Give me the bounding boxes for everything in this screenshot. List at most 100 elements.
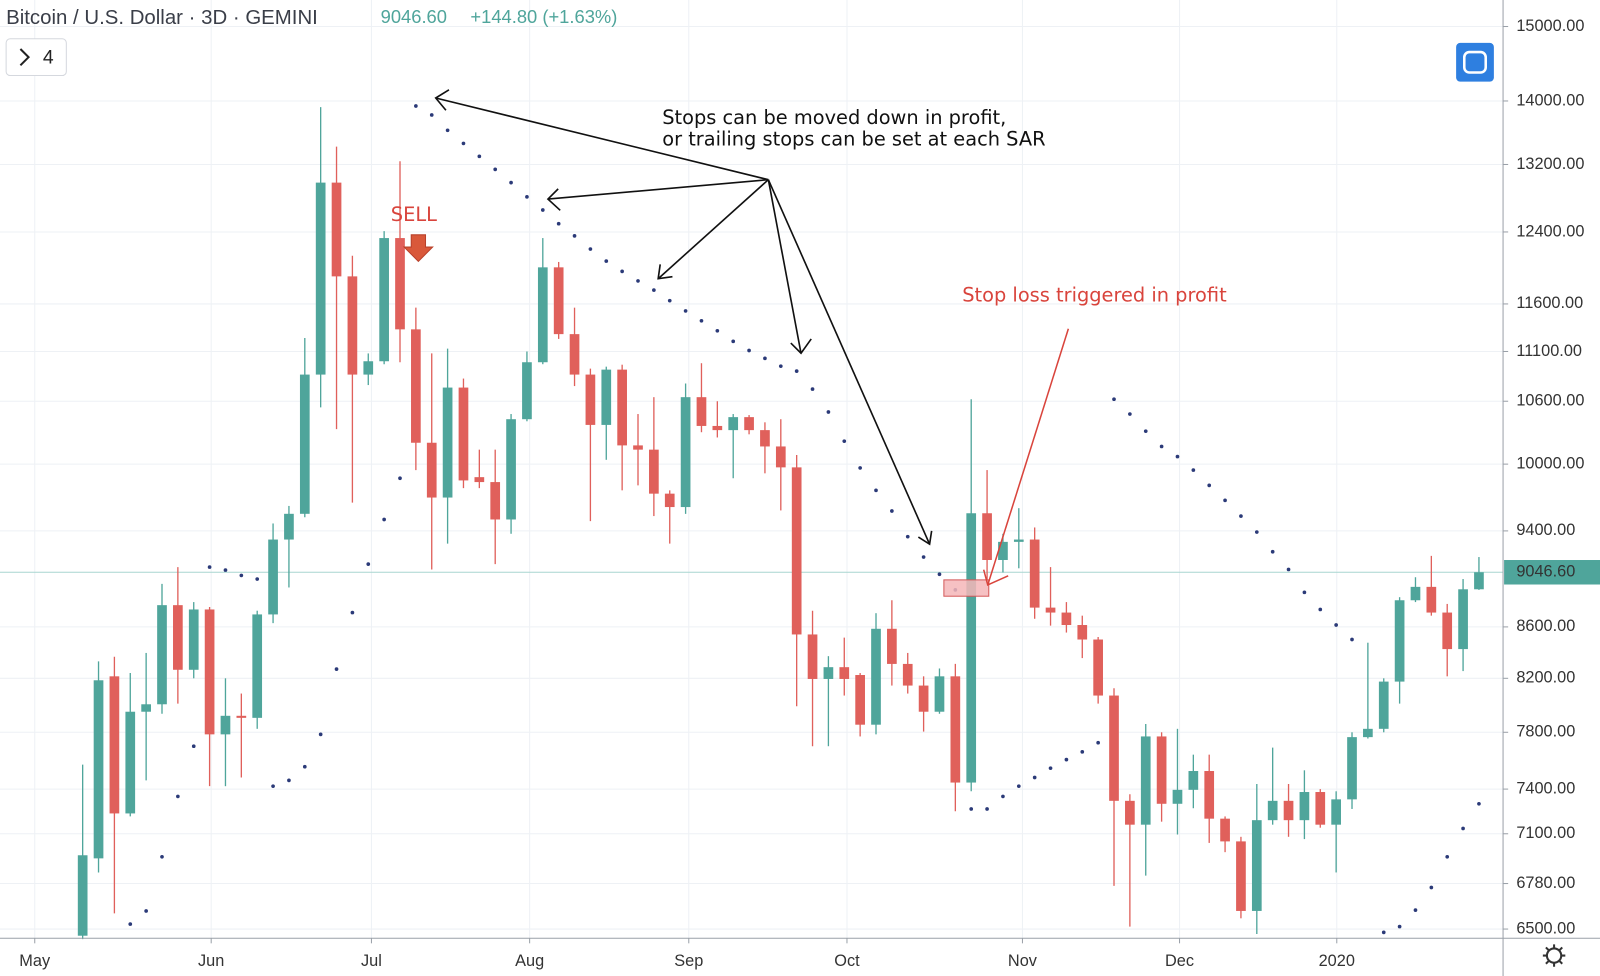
candle-body: [157, 605, 167, 705]
annotation-arrows: [434, 89, 933, 546]
candle-body: [1394, 600, 1405, 682]
arrow: [987, 328, 1070, 586]
y-tick-label: 10000.00: [1516, 454, 1584, 472]
candle-body: [347, 276, 358, 375]
sar-dot: [1064, 757, 1069, 762]
sar-dot: [969, 807, 974, 811]
arrow: [767, 179, 802, 354]
candle-body: [839, 667, 850, 679]
sar-dot: [1159, 444, 1164, 449]
sar-dot: [778, 364, 783, 369]
y-tick-label: 7800.00: [1516, 723, 1575, 741]
candle-body: [1061, 612, 1072, 626]
x-tick-label: Jul: [361, 952, 382, 970]
sar-dot: [1318, 607, 1323, 612]
sar-dot: [318, 732, 323, 737]
sar-dot: [826, 410, 831, 414]
candle-body: [315, 182, 326, 375]
x-tick-label: Aug: [515, 952, 544, 970]
toggle-box[interactable]: [5, 38, 67, 77]
candle-body: [1109, 695, 1119, 801]
gear-teeth: [1542, 944, 1566, 967]
sar-dot: [1048, 766, 1053, 770]
sar-dot: [667, 298, 672, 303]
candle-body: [458, 387, 469, 481]
sar-dot: [239, 573, 244, 578]
arrow: [657, 179, 769, 280]
sar-dot: [604, 259, 609, 263]
y-tick-label: 8200.00: [1516, 669, 1575, 687]
stop-highlight: [943, 579, 990, 597]
candle-body: [506, 419, 516, 520]
x-tick-label: Sep: [674, 952, 703, 970]
annotation-text: Stop loss triggered in profit: [962, 284, 1227, 307]
candle-body: [791, 467, 802, 635]
y-tick-label: 15000.00: [1516, 17, 1584, 35]
sar-dot: [1445, 854, 1450, 859]
candle-body: [823, 667, 834, 679]
candle-body: [1077, 625, 1088, 640]
sell-arrow: [402, 234, 434, 263]
sar-dot: [652, 288, 656, 292]
candle-body: [236, 715, 247, 718]
sar-dot: [302, 764, 307, 769]
sar-dot: [1381, 930, 1386, 935]
candle-body: [1474, 572, 1484, 590]
sar-dot: [1016, 784, 1021, 789]
sar-dot: [1429, 885, 1434, 890]
candle-body: [807, 634, 818, 679]
candle-body: [1331, 799, 1341, 825]
sar-dot: [540, 208, 545, 212]
candle-body: [553, 267, 564, 335]
x-tick-label: Jun: [198, 952, 224, 970]
y-tick-label: 6500.00: [1516, 919, 1575, 937]
indicator-toggle[interactable]: 4: [5, 38, 67, 77]
candle-body: [1442, 612, 1453, 650]
fullscreen-box[interactable]: [1456, 42, 1494, 82]
gear[interactable]: [1545, 947, 1563, 964]
candle-body: [1410, 586, 1421, 601]
sar-dot: [1191, 468, 1196, 472]
candle-body: [934, 676, 945, 712]
sar-dot: [715, 328, 720, 333]
sar-dot: [382, 517, 386, 522]
sar-dot: [509, 180, 513, 185]
candle-body: [1093, 639, 1103, 696]
candle-body: [411, 329, 421, 443]
sar-dot: [905, 534, 910, 539]
settings-icon[interactable]: [1542, 944, 1566, 967]
candle-body: [379, 238, 389, 362]
sar-dot: [699, 318, 704, 323]
sar-dot: [271, 784, 275, 789]
y-tick-label: 7100.00: [1516, 824, 1575, 842]
fullscreen-icon: [1463, 50, 1487, 74]
sar-dot: [287, 778, 291, 783]
candle-body: [299, 374, 310, 514]
candle-body: [1172, 789, 1183, 804]
annotation-text: Stops can be moved down in profit,: [662, 106, 1006, 129]
arrow-head: [546, 188, 561, 211]
grid: [0, 0, 1504, 939]
arrow-head: [434, 89, 450, 111]
x-tick-label: Oct: [834, 952, 860, 970]
sar-dot: [207, 565, 212, 569]
sar-dot: [1032, 775, 1037, 780]
candle-body: [1236, 841, 1246, 911]
candle-body: [871, 628, 881, 725]
chevron-icon: [19, 48, 31, 67]
y-tick-label: 13200.00: [1516, 155, 1584, 173]
fullscreen-button[interactable]: [1456, 42, 1494, 82]
sar-dot: [842, 439, 847, 443]
candle-body: [490, 482, 501, 520]
candle-body: [474, 477, 485, 483]
candle-body: [1125, 800, 1135, 825]
sar-dot: [160, 854, 164, 859]
sar-dot: [1096, 740, 1100, 745]
sar-dot: [858, 466, 862, 470]
sar-dot: [1128, 412, 1132, 416]
candle-body: [1426, 586, 1437, 613]
candle-body: [712, 425, 723, 431]
y-tick-label: 12400.00: [1516, 222, 1584, 240]
axes: 6500.00 6780.00 7100.00 7400.00 7800.00 8200.…: [19, 17, 1600, 970]
sar-dot: [1461, 826, 1465, 831]
